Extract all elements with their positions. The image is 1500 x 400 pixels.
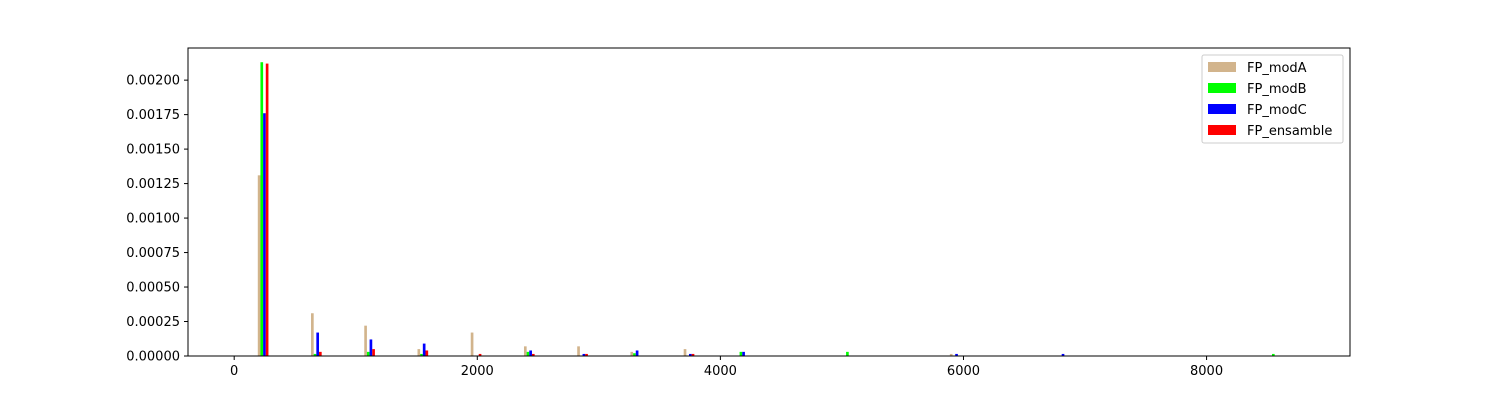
plot-frame [187,47,1351,357]
y-tick-label: 0.00025 [126,315,180,330]
bar-fp-modc-bin-15 [1061,353,1065,356]
x-tick-label: 2000 [461,364,494,379]
bar-fp-modc-bin-3 [422,343,426,356]
bar-fp-modb-bin-2 [366,351,370,356]
bar-fp-ensamble-bin-0 [265,63,269,357]
x-tick-label: 0 [230,364,238,379]
legend-swatch-fp-modc [1208,104,1236,114]
bars-layer [257,62,1275,357]
bar-fp-modc-bin-9 [742,351,745,356]
bar-fp-ensamble-bin-4 [478,353,482,356]
bar-fp-moda-bin-0 [257,175,261,356]
bar-fp-modc-bin-2 [369,339,373,356]
bar-fp-moda-bin-2 [364,325,367,356]
bar-fp-ensamble-bin-1 [319,351,322,356]
y-axis: 0.00000 0.00025 0.00050 0.00075 0.00100 0.001… [126,74,188,365]
legend-swatch-fp-modb [1208,83,1236,93]
y-tick-label: 0.00200 [126,74,180,89]
bar-fp-moda-bin-5 [523,346,527,356]
bar-fp-modc-bin-6 [582,353,586,356]
bar-fp-modb-bin-7 [633,353,636,356]
bar-fp-ensamble-bin-3 [425,350,429,356]
bar-fp-moda-bin-4 [470,332,474,356]
legend-label-fp-ensamble: FP_ensamble [1247,124,1332,139]
bar-fp-ensamble-bin-6 [585,353,588,356]
bar-fp-modc-bin-1 [316,332,320,356]
bar-fp-moda-bin-7 [630,351,634,356]
legend-box [1201,54,1344,144]
bar-fp-moda-bin-13 [949,353,953,356]
bar-fp-moda-bin-1 [311,313,314,356]
bar-fp-modb-bin-1 [313,353,317,356]
bar-fp-modc-bin-13 [955,353,958,356]
bar-fp-modc-bin-0 [263,113,266,357]
y-tick-label: 0.00075 [126,246,180,261]
bar-fp-modb-bin-5 [526,351,530,356]
x-tick-label: 4000 [704,364,737,379]
legend-swatch-fp-ensamble [1208,125,1236,135]
y-tick-label: 0.00125 [126,177,180,192]
y-tick-label: 0.00100 [126,212,180,227]
bar-fp-modc-bin-7 [635,350,639,356]
bar-fp-modb-bin-11 [846,351,849,356]
bar-fp-modc-bin-5 [529,350,532,356]
legend-label-fp-modc: FP_modC [1247,103,1307,118]
bar-fp-modb-bin-0 [260,62,264,357]
bar-fp-moda-bin-3 [417,349,421,356]
bar-fp-modb-bin-19 [1271,353,1275,356]
bar-fp-ensamble-bin-2 [372,349,375,356]
bar-fp-modb-bin-3 [420,353,423,356]
y-tick-label: 0.00000 [126,350,180,365]
bar-fp-modc-bin-8 [689,353,692,356]
x-tick-label: 8000 [1190,364,1223,379]
bar-fp-modb-bin-9 [739,351,743,356]
bar-fp-moda-bin-8 [683,349,687,356]
x-axis: 0 2000 4000 6000 8000 [230,356,1223,379]
bar-fp-moda-bin-6 [577,346,580,356]
legend-label-fp-moda: FP_modA [1247,61,1307,76]
legend-label-fp-modb: FP_modB [1247,82,1307,97]
legend-swatch-fp-moda [1208,62,1236,72]
x-tick-label: 6000 [947,364,980,379]
y-tick-label: 0.00150 [126,143,180,158]
y-tick-label: 0.00175 [126,108,180,123]
bar-fp-ensamble-bin-5 [531,353,535,356]
bar-fp-ensamble-bin-8 [691,353,695,356]
legend: FP_modA FP_modB FP_modC FP_ensamble [1201,54,1344,144]
y-tick-label: 0.00050 [126,281,180,296]
